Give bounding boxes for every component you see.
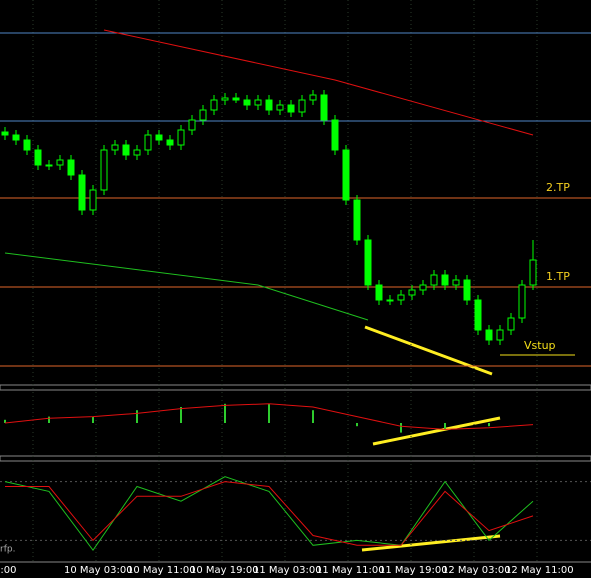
candle-body [474,299,482,331]
candle-body [353,199,361,241]
candle-body [56,159,64,166]
footer-text: rfp. [0,545,15,555]
candle-body [155,134,163,141]
x-tick-label: 9:00 [0,565,16,576]
stoch-line [5,481,534,546]
candle-body [243,99,251,106]
candle-body [100,149,108,191]
candle-body [221,97,229,101]
candle-body [276,104,284,111]
candle-body [452,279,460,286]
candle-body [386,299,394,302]
candle-body [111,144,119,151]
candle-body [375,284,383,301]
x-tick-label: 10 May 11:00 [127,565,196,576]
moving-average [103,29,534,136]
separator [0,384,591,391]
candle-body [78,174,86,211]
divergence-line [372,416,501,446]
candle-body [287,104,295,113]
candle-body [331,119,339,151]
candle-body [342,149,350,201]
candle-body [298,99,306,113]
entry-label: Vstup [524,339,556,352]
candle-body [485,329,493,341]
candle-body [122,144,130,156]
x-tick-label: 11 May 19:00 [379,565,448,576]
separator [0,455,591,462]
candle-body [133,149,141,156]
candle-body [309,94,317,101]
x-tick-label: 11 May 03:00 [253,565,322,576]
candle-body [496,329,504,341]
x-tick-label: 12 May 03:00 [442,565,511,576]
x-tick-label: 12 May 11:00 [505,565,574,576]
candle-body [232,97,240,101]
candle-body [210,99,218,111]
candle-body [518,284,526,319]
candle-body [441,274,449,286]
candle-body [188,119,196,131]
candle-body [430,274,438,286]
candle-body [397,294,405,301]
candle-body [23,139,31,151]
level-label: 1.TP [546,270,570,283]
candle-body [364,239,372,286]
candle-body [507,317,515,331]
candle-body [265,99,273,111]
candle-body [144,134,152,151]
x-tick-label: 10 May 03:00 [64,565,133,576]
candle-body [419,284,427,291]
x-tick-label: 11 May 11:00 [316,565,385,576]
x-tick-label: 10 May 19:00 [190,565,259,576]
candle-body [529,259,537,286]
candle-body [254,99,262,106]
candle-body [67,159,75,176]
candle-body [89,189,97,211]
moving-average [4,252,369,321]
candle-body [463,279,471,301]
candle-body [408,289,416,296]
stoch-line [4,476,534,552]
divergence-line [361,534,501,552]
candle-body [177,129,185,146]
candle-body [45,164,53,167]
macd-signal [4,403,534,430]
level-label: 2.TP [546,181,570,194]
candle-body [1,131,9,136]
candle-body [166,139,174,146]
candle-body [12,134,20,141]
candle-body [199,109,207,121]
candle-body [320,94,328,121]
candle-body [34,149,42,166]
